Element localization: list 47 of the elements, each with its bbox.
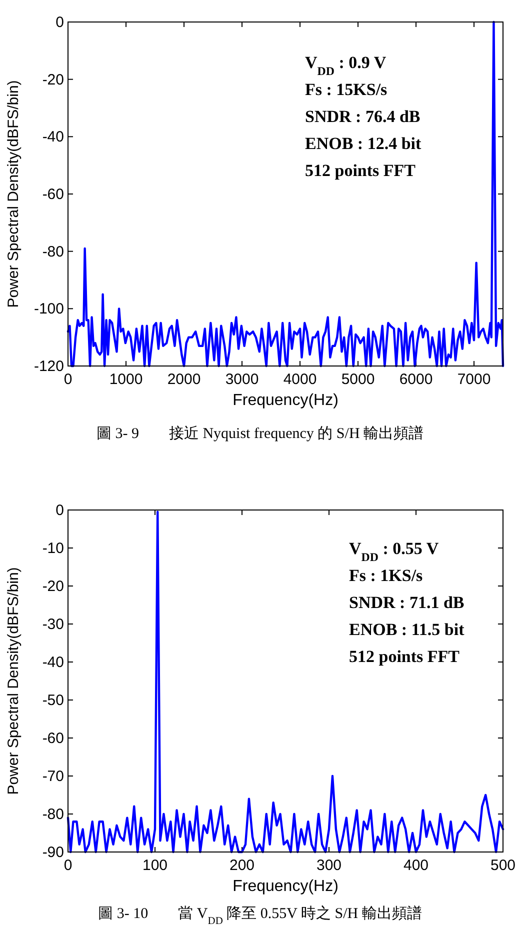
x-tick-label: 2000 bbox=[167, 371, 201, 388]
x-tick-label: 4000 bbox=[283, 371, 317, 388]
x-axis-title: Frequency(Hz) bbox=[232, 878, 338, 895]
line-series bbox=[66, 510, 504, 854]
y-tick-label: -120 bbox=[34, 358, 64, 375]
y-tick-label: 0 bbox=[56, 502, 64, 519]
y-tick-label: 0 bbox=[56, 14, 64, 31]
y-tick-label: -50 bbox=[42, 692, 64, 709]
x-tick-label: 7000 bbox=[457, 371, 491, 388]
annotation: Fs : 15KS/s bbox=[305, 80, 388, 99]
x-tick-label: 200 bbox=[229, 857, 255, 874]
annotation: V$_{DD}$ : 0.55 V bbox=[349, 539, 440, 564]
annotation: 512 points FFT bbox=[349, 647, 460, 666]
x-tick-label: 400 bbox=[403, 857, 429, 874]
x-tick-label: 1000 bbox=[109, 371, 143, 388]
y-axis-title: Power Spectral Density(dBFS/bin) bbox=[5, 567, 22, 795]
y-tick-label: -10 bbox=[42, 540, 64, 557]
y-tick-label: -20 bbox=[42, 578, 64, 595]
annotation: SNDR : 71.1 dB bbox=[349, 593, 464, 612]
y-tick-label: -100 bbox=[34, 300, 64, 318]
annotation: SNDR : 76.4 dB bbox=[305, 107, 420, 126]
x-tick-label: 6000 bbox=[399, 371, 433, 388]
line-series bbox=[66, 20, 504, 368]
annotation: 512 points FFT bbox=[305, 161, 416, 180]
y-tick-label: -80 bbox=[42, 243, 64, 260]
y-tick-label: -70 bbox=[42, 768, 64, 785]
x-tick-label: 500 bbox=[490, 857, 516, 874]
x-tick-label: 100 bbox=[142, 857, 168, 874]
caption: 圖 3- 10 當 V$_{DD}$ 降至 0.55V 時之 S/H 輸出頻譜 bbox=[98, 905, 422, 926]
annotation: V$_{DD}$ : 0.9 V bbox=[305, 53, 387, 78]
y-tick-label: -90 bbox=[42, 844, 64, 861]
y-tick-label: -80 bbox=[42, 806, 64, 823]
y-tick-label: -60 bbox=[42, 730, 64, 747]
y-tick-label: -20 bbox=[42, 71, 64, 88]
caption: 圖 3- 9 接近 Nyquist frequency 的 S/H 輸出頻譜 bbox=[96, 425, 424, 442]
annotation: ENOB : 11.5 bit bbox=[349, 620, 465, 639]
x-axis-title: Frequency(Hz) bbox=[232, 392, 338, 409]
annotation: Fs : 1KS/s bbox=[349, 566, 424, 585]
y-tick-label: -60 bbox=[42, 186, 64, 203]
x-tick-label: 300 bbox=[316, 857, 342, 874]
annotation: ENOB : 12.4 bit bbox=[305, 134, 422, 153]
y-tick-label: -40 bbox=[42, 128, 64, 146]
y-tick-label: -40 bbox=[42, 654, 64, 671]
x-tick-label: 5000 bbox=[341, 371, 375, 388]
x-tick-label: 3000 bbox=[225, 371, 259, 388]
y-axis-title: Power Spectral Density(dBFS/bin) bbox=[5, 80, 22, 308]
y-tick-label: -30 bbox=[42, 616, 64, 633]
